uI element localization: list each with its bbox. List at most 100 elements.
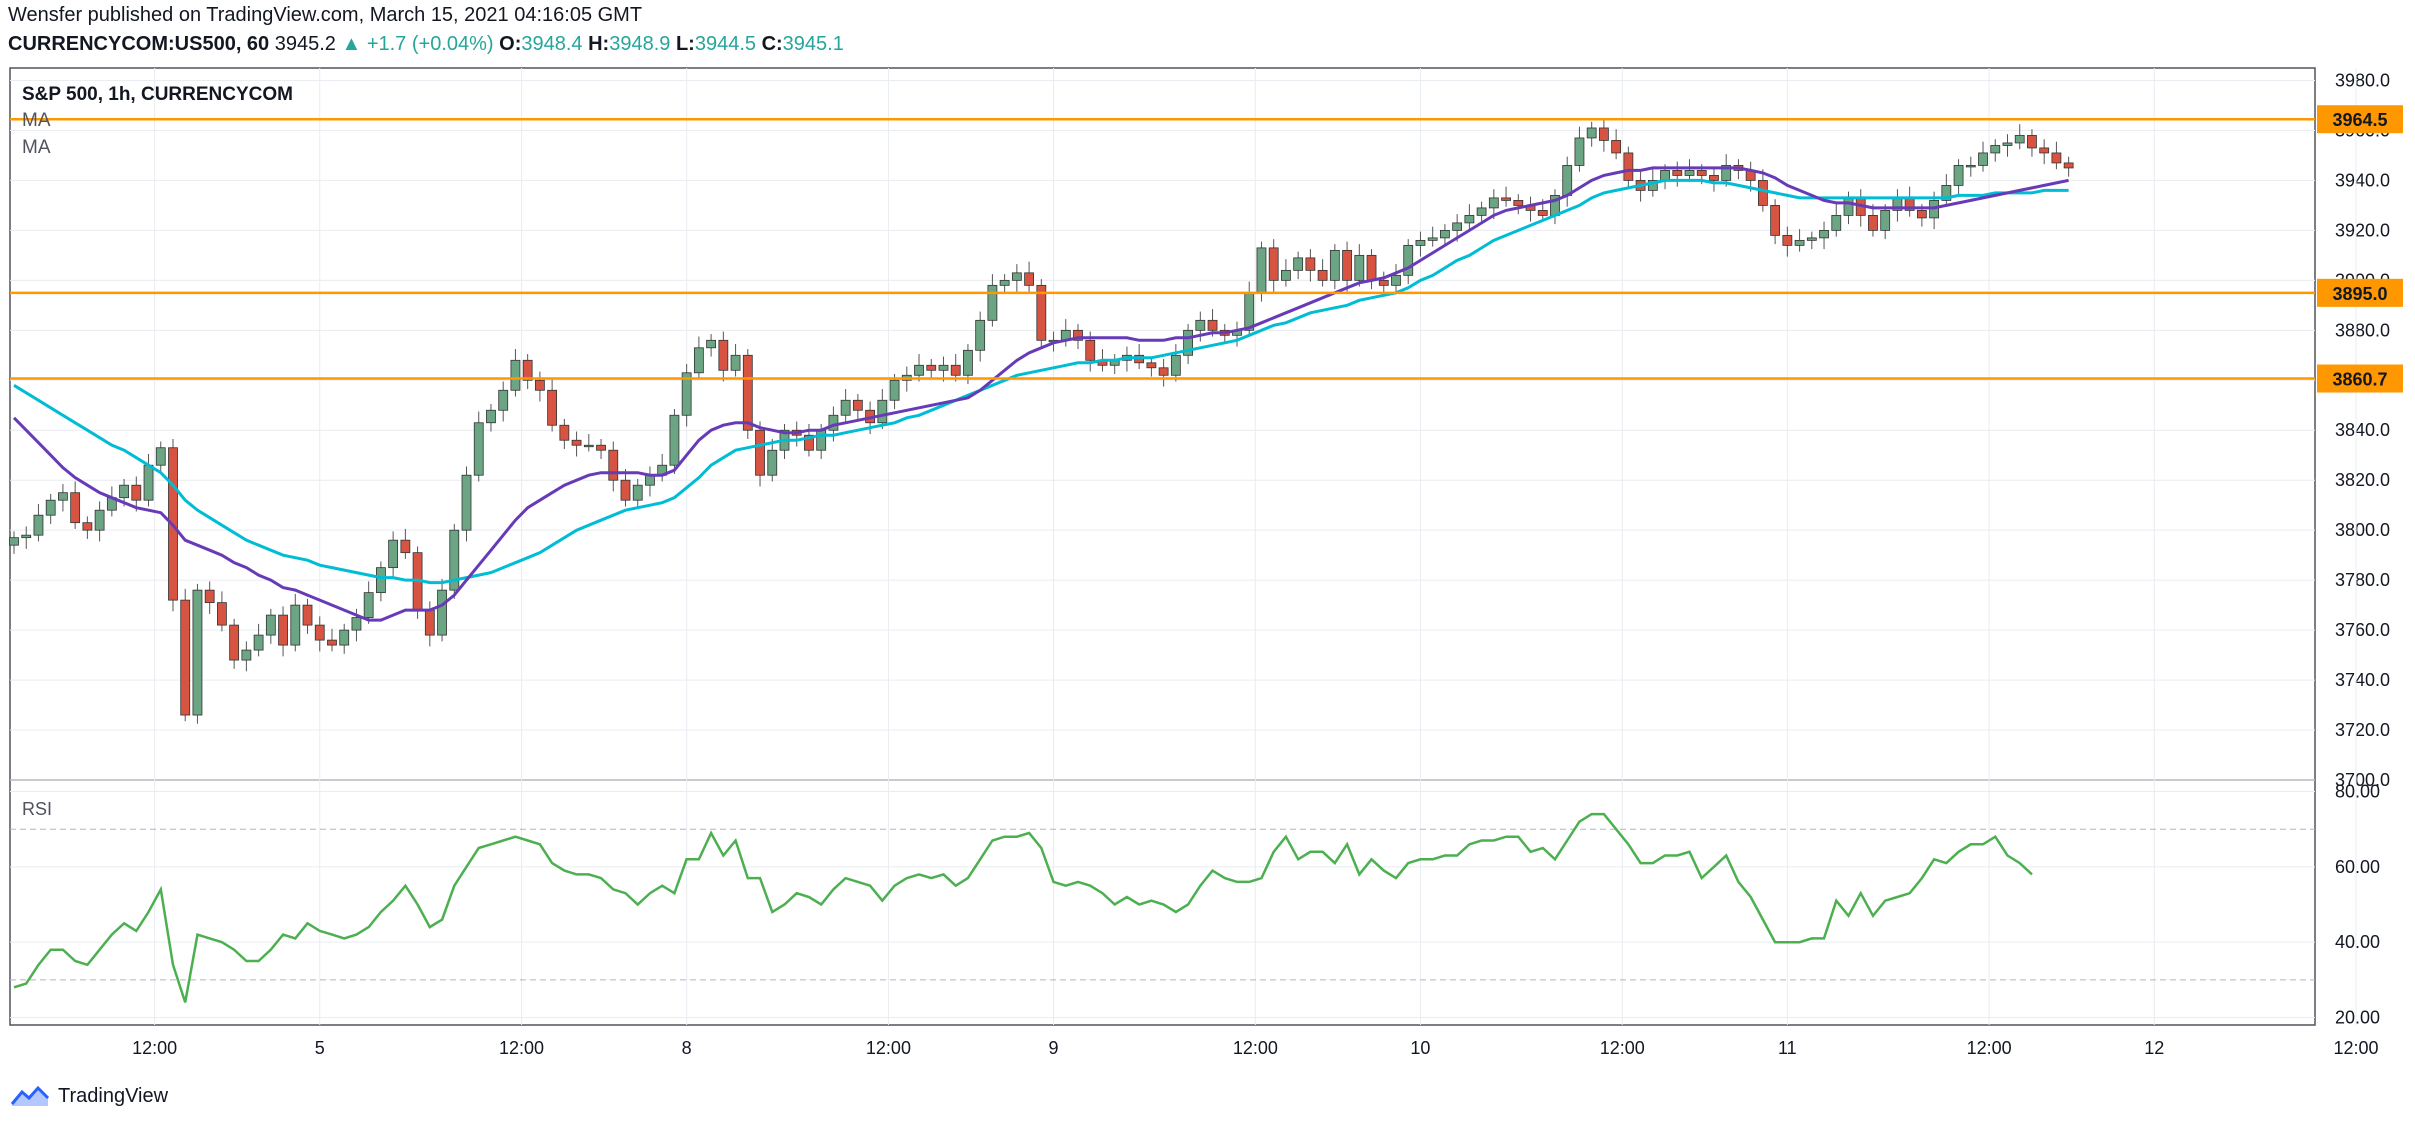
candle-up	[1403, 244, 1414, 276]
y-tick-label: 3940.0	[2335, 170, 2390, 190]
rsi-y-tick-label: 20.00	[2335, 1007, 2380, 1027]
candle-up	[987, 284, 998, 321]
x-tick-label: 5	[315, 1038, 325, 1058]
candle-up	[192, 589, 203, 716]
x-tick-label: 11	[1778, 1038, 1797, 1058]
x-tick-label: 12	[2144, 1038, 2164, 1058]
candle-down	[2027, 135, 2037, 149]
candle-up	[339, 629, 350, 646]
candle-up	[1794, 239, 1805, 246]
candle-down	[1757, 180, 1768, 206]
candle-up	[363, 592, 374, 619]
candle-down	[852, 399, 863, 411]
candle-up	[1843, 197, 1854, 216]
candle-up	[1464, 214, 1475, 224]
candle-down	[1146, 362, 1157, 369]
y-tick-label: 3700.0	[2335, 770, 2390, 790]
candle-up	[1953, 165, 1964, 186]
level-price-tag	[2317, 278, 2403, 307]
candle-up	[1562, 165, 1573, 196]
candle-down	[1513, 200, 1524, 206]
candle-down	[1709, 175, 1719, 181]
candle-down	[82, 522, 93, 531]
candle-up	[1195, 319, 1206, 331]
candle-up	[1806, 237, 1817, 241]
candle-up	[253, 634, 264, 651]
candle-up	[877, 399, 888, 424]
candle-down	[1366, 254, 1377, 281]
candle-down	[1599, 127, 1609, 141]
x-tick-label: 12:00	[1233, 1038, 1278, 1058]
symbol-label[interactable]: CURRENCYCOM:US500, 60	[8, 33, 270, 55]
candle-up	[669, 414, 680, 466]
candle-down	[1207, 319, 1218, 331]
candle-down	[1501, 197, 1511, 201]
rsi-y-tick-label: 60.00	[2335, 857, 2380, 877]
candle-down	[559, 424, 570, 441]
y-tick-label: 3920.0	[2335, 220, 2390, 240]
candle-up	[1941, 185, 1952, 201]
candle-down	[1672, 170, 1683, 176]
candle-up	[583, 444, 594, 448]
candle-down	[424, 609, 435, 636]
candle-up	[119, 484, 129, 499]
candle-down	[1378, 279, 1389, 286]
candle-down	[1916, 209, 1927, 219]
level-price-label: 3964.5	[2332, 110, 2387, 130]
x-tick-label: 12:00	[1967, 1038, 2012, 1058]
candle-up	[290, 604, 301, 646]
candle-up	[938, 364, 949, 371]
candle-up	[1256, 247, 1267, 294]
candle-down	[1696, 170, 1707, 176]
open-label: O:	[499, 33, 522, 55]
candle-down	[1305, 257, 1316, 271]
footer-brand[interactable]: TradingView	[10, 1084, 168, 1108]
price-change: ▲ +1.7 (+0.04%)	[341, 33, 494, 55]
candle-up	[351, 617, 362, 631]
candle-up	[1831, 214, 1842, 231]
candle-down	[1623, 152, 1634, 181]
ma-slow-line	[13, 178, 2069, 585]
candle-up	[1452, 222, 1463, 231]
candle-up	[1965, 165, 1976, 168]
candle-up	[730, 354, 741, 371]
candle-up	[1427, 237, 1438, 241]
candle-up	[706, 339, 717, 349]
candle-down	[755, 429, 765, 476]
y-tick-label: 3800.0	[2335, 520, 2390, 540]
candle-up	[94, 509, 105, 531]
candle-up	[449, 529, 460, 591]
candle-down	[2051, 152, 2062, 164]
x-tick-label: 10	[1410, 1038, 1430, 1058]
candle-up	[33, 514, 44, 536]
x-tick-label: 8	[682, 1038, 692, 1058]
candle-up	[1293, 257, 1304, 271]
candle-down	[950, 364, 961, 376]
y-tick-label: 3720.0	[2335, 720, 2390, 740]
candle-down	[1537, 209, 1548, 216]
candle-up	[1647, 180, 1658, 191]
candle-down	[400, 539, 411, 554]
y-tick-label: 3980.0	[2335, 70, 2390, 90]
x-tick-label: 12:00	[499, 1038, 544, 1058]
y-tick-label: 3780.0	[2335, 570, 2390, 590]
candle-up	[1183, 329, 1193, 356]
candle-up	[9, 537, 19, 546]
candle-up	[2014, 135, 2025, 144]
candle-down	[314, 624, 325, 641]
rsi-line	[13, 812, 2033, 1003]
high-value: 3948.9	[609, 33, 671, 55]
level-price-tag	[2317, 105, 2403, 134]
candle-up	[889, 379, 900, 401]
candle-up	[461, 474, 472, 531]
candle-up	[645, 474, 655, 486]
candle-up	[1819, 229, 1829, 239]
candle-up	[999, 279, 1010, 286]
candle-down	[1868, 214, 1878, 231]
footer-brand-label: TradingView	[58, 1084, 169, 1107]
candle-up	[1440, 229, 1450, 239]
rsi-y-tick-label: 40.00	[2335, 932, 2380, 952]
candle-up	[1391, 274, 1401, 286]
high-label: H:	[588, 33, 610, 55]
